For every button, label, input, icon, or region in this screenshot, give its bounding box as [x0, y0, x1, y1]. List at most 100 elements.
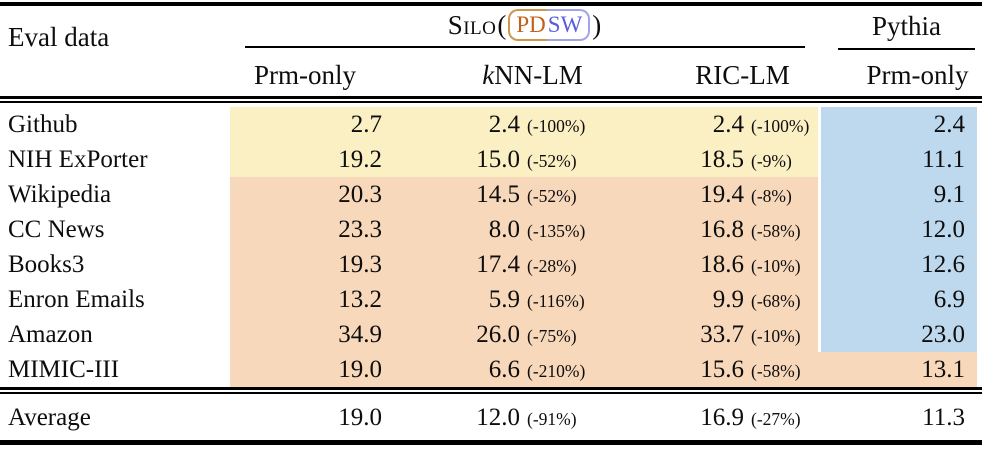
close-paren: ): [592, 9, 602, 40]
sw-domain-tag: SW: [546, 9, 591, 41]
silo-ric-lm-value: 15.6: [700, 356, 744, 383]
row-label: CC News: [8, 216, 105, 243]
table-row: Enron Emails 13.2 5.9 (-116%) 9.9 (-68%)…: [0, 282, 982, 317]
header-separator-rule: [0, 96, 982, 103]
silo-prm-only-value: 23.3: [230, 212, 392, 247]
silo-knn-lm-cell: 17.4 (-28%): [392, 247, 622, 282]
table-bottom-rule: [0, 440, 982, 445]
table-row: Wikipedia 20.3 14.5 (-52%) 19.4 (-8%) 9.…: [0, 177, 982, 212]
pythia-prm-only-value: 6.9: [821, 282, 977, 317]
silo-ric-lm-cell: 16.8 (-58%): [622, 212, 818, 247]
row-label: Books3: [8, 251, 85, 278]
pythia-prm-only-value: 9.1: [821, 177, 977, 212]
silo-ric-lm-delta: (-58%): [751, 221, 801, 241]
silo-label: Silo: [447, 9, 497, 40]
table-row: Amazon 34.9 26.0 (-75%) 33.7 (-10%) 23.0: [0, 317, 982, 352]
silo-ric-lm-cell: 33.7 (-10%): [622, 317, 818, 352]
pythia-prm-only-value: 23.0: [821, 317, 977, 352]
silo-knn-lm-delta: (-135%): [527, 221, 586, 241]
row-label: Enron Emails: [8, 286, 145, 313]
silo-ric-lm-value: 2.4: [712, 111, 744, 138]
silo-knn-lm-cell: 5.9 (-116%): [392, 282, 622, 317]
silo-knn-lm-delta: (-91%): [527, 409, 577, 429]
row-label: Wikipedia: [8, 181, 112, 208]
column-header-pythia-prm-only: Prm-only: [866, 60, 969, 90]
pdsw-badge: PD SW: [508, 9, 591, 41]
silo-knn-lm-value: 15.0: [476, 146, 520, 173]
silo-ric-lm-value: 16.8: [700, 216, 744, 243]
silo-ric-lm-cell: 18.5 (-9%): [622, 142, 818, 177]
silo-knn-lm-delta: (-210%): [527, 361, 586, 381]
eval-data-header: Eval data: [8, 22, 110, 52]
row-label: Github: [8, 111, 78, 138]
pythia-prm-only-value: 12.0: [821, 212, 977, 247]
silo-ric-lm-delta: (-10%): [751, 256, 801, 276]
row-label: NIH ExPorter: [8, 146, 148, 173]
column-header-knn-lm: kNN-LM: [445, 56, 620, 94]
silo-knn-lm-cell: 26.0 (-75%): [392, 317, 622, 352]
silo-knn-lm-delta: (-116%): [527, 291, 585, 311]
silo-prm-only-value: 34.9: [230, 317, 392, 352]
pythia-prm-only-value: 12.6: [821, 247, 977, 282]
silo-ric-lm-delta: (-100%): [751, 116, 810, 136]
silo-knn-lm-cell: 12.0 (-91%): [392, 398, 622, 438]
silo-ric-lm-value: 33.7: [700, 321, 744, 348]
table-row: CC News 23.3 8.0 (-135%) 16.8 (-58%) 12.…: [0, 212, 982, 247]
silo-knn-lm-value: 14.5: [476, 181, 520, 208]
silo-knn-lm-value: 17.4: [476, 251, 520, 278]
silo-prm-only-value: 19.2: [230, 142, 392, 177]
silo-knn-lm-delta: (-28%): [527, 256, 577, 276]
silo-ric-lm-cell: 18.6 (-10%): [622, 247, 818, 282]
silo-ric-lm-cell: 16.9 (-27%): [622, 398, 818, 438]
silo-prm-only-value: 2.7: [230, 107, 392, 142]
pythia-prm-only-value: 11.1: [821, 142, 977, 177]
open-paren: (: [497, 9, 507, 40]
silo-ric-lm-delta: (-68%): [751, 291, 801, 311]
average-separator-rule: [0, 387, 982, 394]
silo-ric-lm-delta: (-27%): [751, 409, 801, 429]
silo-knn-lm-cell: 14.5 (-52%): [392, 177, 622, 212]
silo-ric-lm-cell: 2.4 (-100%): [622, 107, 818, 142]
silo-ric-lm-delta: (-9%): [751, 151, 792, 171]
silo-prm-only-value: 19.0: [338, 404, 382, 431]
silo-ric-lm-delta: (-10%): [751, 326, 801, 346]
silo-knn-lm-value: 5.9: [488, 286, 520, 313]
silo-ric-lm-value: 18.6: [700, 251, 744, 278]
silo-knn-lm-cell: 2.4 (-100%): [392, 107, 622, 142]
pythia-prm-only-value: 11.3: [922, 404, 965, 431]
silo-ric-lm-delta: (-58%): [751, 361, 801, 381]
silo-knn-lm-cell: 15.0 (-52%): [392, 142, 622, 177]
silo-knn-lm-value: 8.0: [488, 216, 520, 243]
silo-prm-only-value: 13.2: [230, 282, 392, 317]
silo-knn-lm-value: 12.0: [476, 404, 520, 431]
pythia-group-header: Pythia: [838, 4, 975, 50]
table-row: NIH ExPorter 19.2 15.0 (-52%) 18.5 (-9%)…: [0, 142, 982, 177]
silo-group-header: Silo ( PD SW ): [245, 4, 805, 48]
silo-knn-lm-delta: (-75%): [527, 326, 577, 346]
silo-knn-lm-delta: (-52%): [527, 151, 577, 171]
silo-ric-lm-value: 16.9: [700, 404, 744, 431]
table-row: MIMIC-III 19.0 6.6 (-210%) 15.6 (-58%) 1…: [0, 352, 982, 387]
silo-knn-lm-delta: (-100%): [527, 116, 586, 136]
silo-ric-lm-value: 9.9: [712, 286, 744, 313]
knn-italic-k: k: [482, 60, 495, 90]
column-header-silo-prm-only: Prm-only: [253, 60, 356, 90]
silo-ric-lm-cell: 15.6 (-58%): [622, 352, 818, 387]
column-gap: [818, 352, 821, 387]
knn-rest: NN-LM: [494, 60, 583, 90]
row-label: MIMIC-III: [8, 356, 120, 383]
table-top-rule: [0, 2, 982, 6]
table-row: Books3 19.3 17.4 (-28%) 18.6 (-10%) 12.6: [0, 247, 982, 282]
average-row: Average 19.0 12.0 (-91%) 16.9 (-27%) 11.…: [0, 398, 982, 438]
silo-knn-lm-value: 26.0: [476, 321, 520, 348]
column-header-ric-lm: RIC-LM: [695, 60, 790, 90]
pd-domain-tag: PD: [508, 9, 547, 41]
silo-knn-lm-delta: (-52%): [527, 186, 577, 206]
silo-ric-lm-cell: 9.9 (-68%): [622, 282, 818, 317]
silo-knn-lm-value: 6.6: [488, 356, 520, 383]
pythia-prm-only-value: 2.4: [821, 107, 977, 142]
silo-prm-only-value: 19.0: [230, 352, 392, 387]
table-body: Github 2.7 2.4 (-100%) 2.4 (-100%) 2.4 N…: [0, 107, 982, 387]
silo-knn-lm-value: 2.4: [488, 111, 520, 138]
silo-knn-lm-cell: 6.6 (-210%): [392, 352, 622, 387]
